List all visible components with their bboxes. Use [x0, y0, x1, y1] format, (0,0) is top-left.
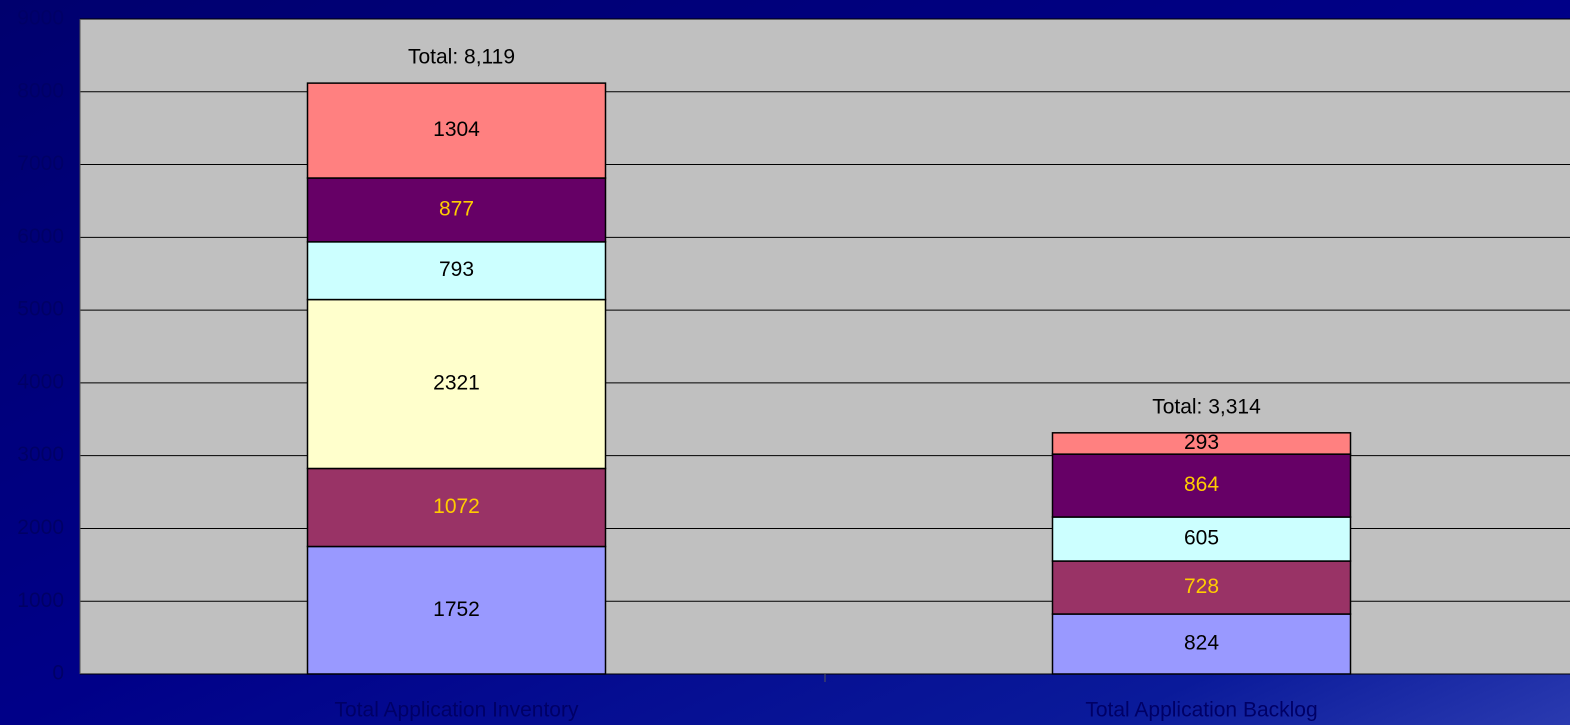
bar-segment	[306, 177, 607, 243]
y-tick-label: 5000	[17, 298, 64, 321]
x-tick-label: Total Application Backlog	[1085, 699, 1317, 722]
data-label: 605	[1184, 527, 1219, 550]
data-label: 2321	[433, 372, 480, 395]
data-label: 877	[439, 197, 474, 220]
y-tick-label: 0	[52, 662, 64, 685]
bar-segment	[306, 241, 607, 301]
x-tick-label: Total Application Inventory	[335, 699, 579, 722]
bar-segment	[1051, 560, 1352, 615]
data-label: 1752	[433, 598, 480, 621]
y-tick-label: 7000	[17, 152, 64, 175]
total-label: Total: 8,119	[408, 46, 515, 69]
data-label: 1304	[433, 118, 480, 141]
y-tick-label: 8000	[17, 79, 64, 102]
y-tick-label: 2000	[17, 516, 64, 539]
data-label: 864	[1184, 473, 1219, 496]
bar-segment	[1051, 516, 1352, 562]
y-tick-label: 1000	[17, 589, 64, 612]
y-tick-label: 9000	[17, 7, 64, 30]
data-label: 793	[439, 258, 474, 281]
y-tick-label: 6000	[17, 225, 64, 248]
data-label: 1072	[433, 495, 480, 518]
y-tick-label: 4000	[17, 370, 64, 393]
bar-segment	[1051, 432, 1352, 455]
data-label: 728	[1184, 575, 1219, 598]
data-label: 293	[1184, 431, 1219, 454]
bar-segment	[1051, 453, 1352, 518]
y-tick-label: 3000	[17, 443, 64, 466]
data-label: 824	[1184, 632, 1219, 655]
bar-segment	[306, 82, 607, 179]
total-label: Total: 3,314	[1152, 395, 1261, 418]
bar-segment	[1051, 613, 1352, 675]
